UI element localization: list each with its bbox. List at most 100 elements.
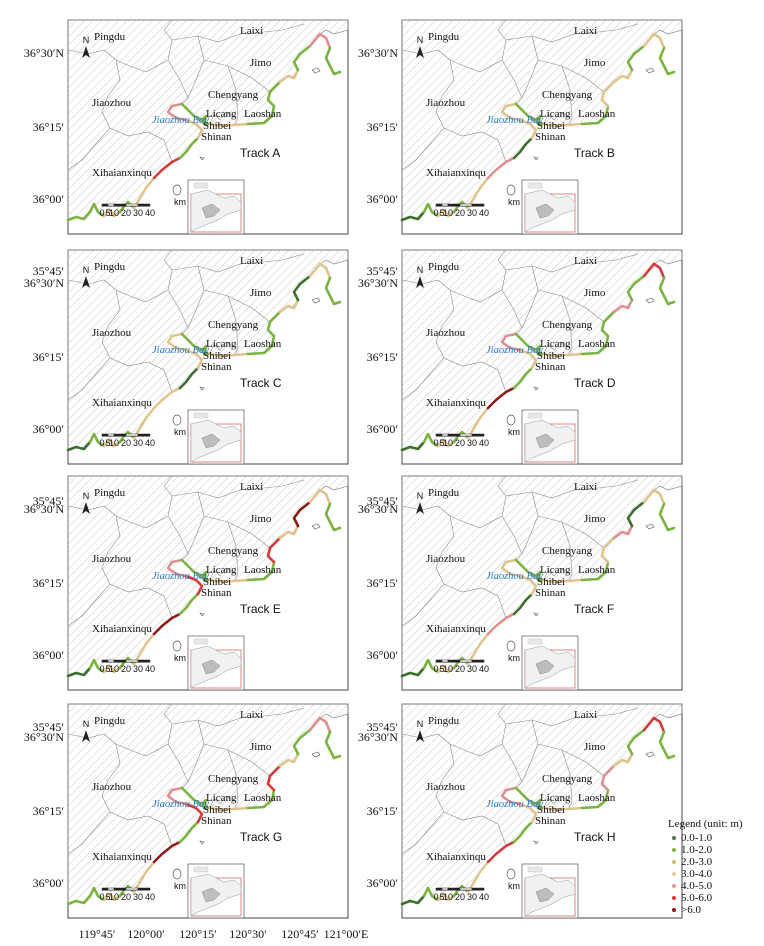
north-arrow-icon: N [416, 491, 424, 514]
island [311, 523, 321, 530]
district-boundary [67, 59, 121, 171]
district-boundary [561, 749, 573, 810]
district-boundary [227, 521, 239, 582]
coastline-segment [642, 32, 666, 50]
coastline-segment [184, 348, 204, 370]
coastline-segment [626, 500, 646, 528]
district-boundary [561, 521, 573, 582]
coastline-segment [102, 208, 122, 218]
district-boundary [109, 357, 173, 393]
label-xihaianxinqu: Xihaianxinqu [92, 397, 152, 409]
svg-text:N: N [417, 491, 424, 501]
label-xihaianxinqu: Xihaianxinqu [92, 851, 152, 863]
district-boundary [203, 289, 271, 323]
legend-swatch-icon [672, 884, 676, 888]
district-boundary [501, 289, 523, 335]
scale-bar: 0 510 20 30 40 km [433, 427, 520, 448]
label-xihaianxinqu: Xihaianxinqu [92, 623, 152, 635]
coastline-segment [66, 666, 92, 678]
district-boundary [67, 19, 173, 73]
coastline-segment [180, 786, 204, 806]
label-xihaianxinqu: Xihaianxinqu [426, 851, 486, 863]
legend-swatch-icon [672, 836, 676, 840]
label-laoshan: Laoshan [244, 338, 282, 350]
coastline-segment [500, 102, 522, 122]
inset-map [521, 635, 579, 691]
track-label: Track C [240, 376, 282, 390]
label-shinan: Shinan [535, 815, 566, 827]
legend: Legend (unit: m) 0.0-1.0 1.0-2.0 2.0-3.0 3.… [668, 818, 743, 916]
label-jiaozhou: Jiaozhou [426, 553, 466, 565]
lat-label-left: 35°45′ [33, 494, 65, 508]
coastline-segment [600, 764, 616, 792]
district-boundary [401, 19, 507, 73]
island [506, 868, 516, 880]
coastline-segment [152, 612, 182, 636]
district-boundary [167, 59, 189, 105]
coastline-segment [208, 352, 250, 358]
coastline-segment [200, 114, 212, 126]
scale-unit: km [508, 197, 520, 207]
district-boundary [521, 35, 539, 99]
coastline-segment [324, 730, 342, 760]
label-xihaianxinqu: Xihaianxinqu [426, 167, 486, 179]
lat-label-right: 35°45′ [367, 494, 399, 508]
lat-label-right: 36°30′N [358, 276, 398, 290]
district-boundary [187, 35, 205, 99]
lat-label-left: 35°45′ [33, 264, 65, 278]
coastline-segment [324, 46, 342, 76]
label-jiaozhou-bay: Jiaozhou Bay [152, 571, 209, 582]
label-jimo: Jimo [584, 287, 606, 299]
coastline-segment [246, 788, 276, 810]
label-laixi: Laixi [240, 255, 263, 267]
label-jimo: Jimo [250, 741, 272, 753]
map-panel-d: Pingdu Laixi Jimo Jiaozhou Chengyang Licang La… [400, 249, 683, 465]
district-boundary [67, 743, 121, 855]
label-licang: Licang [540, 792, 571, 804]
island [172, 640, 182, 652]
coastline-segment [500, 786, 522, 806]
island [645, 751, 655, 758]
north-arrow-icon: N [82, 491, 90, 514]
lat-label-left: 36°30′N [24, 46, 64, 60]
scale-tick: 0 [99, 664, 104, 674]
scale-tick: 5 [105, 892, 110, 902]
map-panel-e: Pingdu Laixi Jimo Jiaozhou Chengyang Licang La… [66, 475, 349, 691]
district-boundary [203, 59, 271, 93]
coastline-segment [514, 786, 538, 806]
district-boundary [167, 743, 189, 789]
label-shibei: Shibei [203, 120, 231, 132]
scale-tick: 20 [455, 664, 465, 674]
district-boundary [209, 567, 237, 581]
district-boundary [501, 515, 523, 561]
lat-label-left: 36°00′ [33, 192, 65, 206]
label-pingdu: Pingdu [94, 487, 126, 499]
district-boundary [443, 357, 507, 393]
district-boundary [171, 707, 305, 727]
scale-tick: 10 [443, 438, 453, 448]
legend-title: Legend (unit: m) [668, 818, 743, 830]
coastline-segment [466, 632, 490, 666]
label-pingdu: Pingdu [428, 487, 460, 499]
scale-tick: 40 [145, 892, 155, 902]
coastline-segment [422, 202, 440, 218]
legend-label: 4.0-5.0 [681, 880, 713, 892]
coastline-segment [184, 118, 204, 140]
inset-map [187, 863, 245, 919]
scale-bar: 0 510 20 30 40 km [99, 197, 186, 218]
coastline-segment [580, 560, 610, 582]
label-laixi: Laixi [574, 25, 597, 37]
coastline-segment [600, 536, 616, 564]
label-chengyang: Chengyang [208, 89, 259, 101]
label-licang: Licang [206, 108, 237, 120]
district-boundary [401, 249, 507, 303]
label-jimo: Jimo [584, 57, 606, 69]
coastline-segment [166, 558, 188, 578]
district-boundary [109, 583, 173, 619]
map-panel-h: Pingdu Laixi Jimo Jiaozhou Chengyang Licang La… [400, 703, 683, 919]
lon-label: 119°45′ [79, 927, 116, 941]
scale-unit: km [508, 881, 520, 891]
legend-swatch-icon [672, 848, 676, 852]
lat-label-right: 36°00′ [367, 192, 399, 206]
label-jiaozhou-bay: Jiaozhou Bay [152, 115, 209, 126]
